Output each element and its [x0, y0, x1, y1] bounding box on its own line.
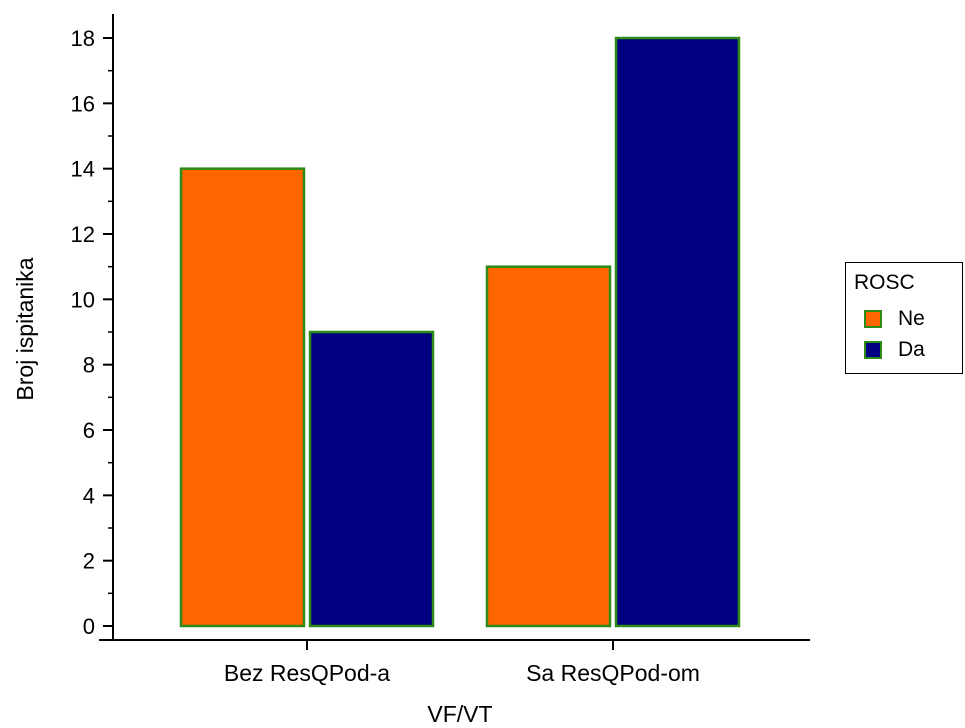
y-tick-label: 12	[71, 222, 95, 247]
bar-da-2	[614, 36, 741, 628]
legend-swatch-ne	[864, 310, 882, 328]
legend-label-da: Da	[898, 338, 925, 361]
axes-group: 0 2 4 6 8 10 12 14 16 18 Bez ResQPod-a Sa ResQPod-o…	[71, 14, 810, 686]
legend-label-ne: Ne	[898, 307, 925, 330]
y-tick-label: 4	[83, 483, 95, 508]
bar-da-1	[308, 330, 435, 628]
y-axis-title: Broj ispitanika	[12, 257, 38, 400]
y-tick-label: 2	[83, 549, 95, 574]
legend-title: ROSC	[854, 271, 915, 294]
y-tick-label: 14	[71, 157, 95, 182]
legend: ROSC Ne Da	[845, 262, 963, 374]
y-tick-label: 18	[71, 26, 95, 51]
legend-item-ne: Ne	[864, 307, 925, 331]
bar-ne-2	[485, 265, 612, 628]
bars-group	[179, 36, 741, 628]
y-tick-label: 0	[83, 614, 95, 639]
y-tick-label: 6	[83, 418, 95, 443]
legend-item-da: Da	[864, 338, 925, 362]
x-tick-label: Bez ResQPod-a	[224, 660, 390, 686]
y-tick-label: 16	[71, 91, 95, 116]
x-tick-label: Sa ResQPod-om	[526, 660, 700, 686]
bar-ne-1	[179, 167, 306, 628]
y-tick-label: 10	[71, 287, 95, 312]
legend-swatch-da	[864, 341, 882, 359]
y-tick-label: 8	[83, 353, 95, 378]
x-axis-title: VF/VT	[427, 701, 492, 727]
